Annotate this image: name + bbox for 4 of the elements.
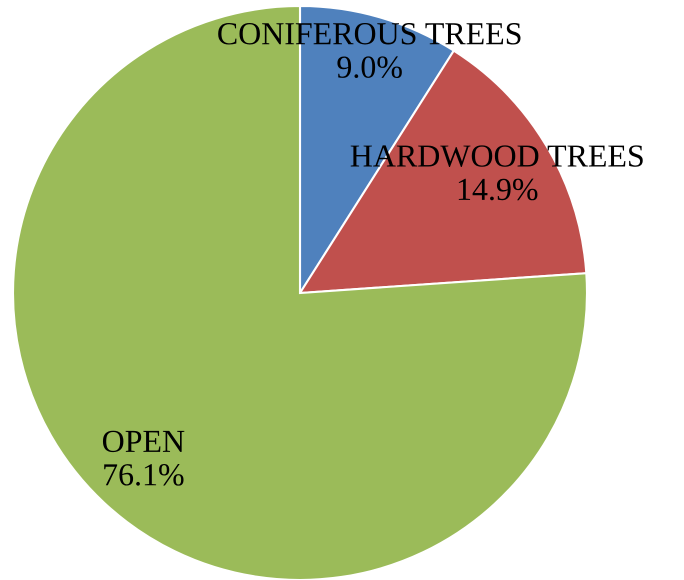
data-label: 76.1% [104, 464, 184, 486]
data-label: 14.9% [458, 178, 538, 200]
slice-label: OPEN [102, 430, 184, 452]
data-label: 9.0% [337, 56, 402, 78]
